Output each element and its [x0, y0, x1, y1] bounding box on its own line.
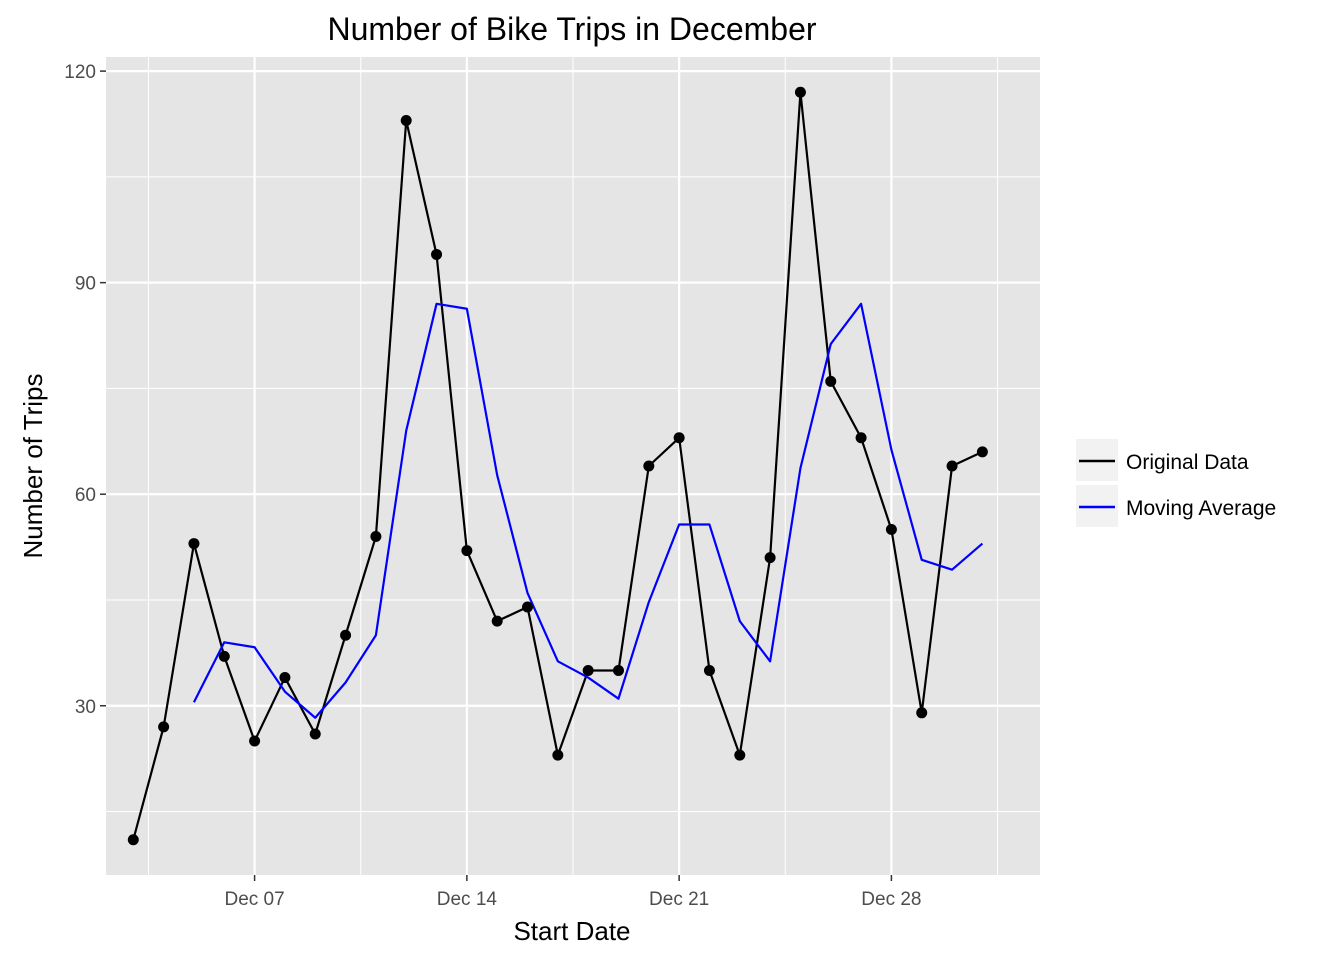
chart-title: Number of Bike Trips in December	[327, 11, 816, 47]
data-point-original-data	[582, 665, 594, 676]
data-point-original-data	[218, 650, 230, 662]
data-point-original-data	[643, 460, 655, 472]
data-point-original-data	[158, 721, 170, 733]
series-points	[127, 86, 988, 846]
x-tick-label: Dec 21	[649, 889, 709, 910]
data-point-original-data	[127, 834, 139, 846]
x-tick-label: Dec 28	[861, 889, 921, 910]
y-tick-label: 30	[75, 697, 96, 718]
x-tick-label: Dec 07	[224, 889, 284, 910]
data-point-original-data	[825, 375, 837, 387]
data-point-original-data	[522, 601, 534, 613]
data-point-original-data	[916, 707, 928, 719]
data-point-original-data	[552, 749, 564, 761]
data-point-original-data	[794, 86, 806, 98]
x-axis-title: Start Date	[513, 916, 630, 946]
series-line-moving-average	[192, 302, 984, 719]
data-point-original-data	[612, 665, 624, 676]
y-tick-label: 90	[75, 274, 96, 295]
data-point-original-data	[309, 728, 321, 740]
data-point-original-data	[370, 531, 382, 543]
data-point-original-data	[734, 749, 746, 761]
x-axis: Dec 07 Dec 14 Dec 21 Dec 28	[224, 875, 922, 910]
data-point-original-data	[703, 665, 715, 676]
data-point-original-data	[855, 432, 867, 444]
data-point-original-data	[431, 248, 443, 260]
y-axis: 30 60 90 120	[64, 62, 106, 718]
data-point-original-data	[249, 735, 261, 747]
data-point-original-data	[946, 460, 958, 472]
data-point-original-data	[764, 552, 776, 564]
data-point-original-data	[279, 672, 291, 684]
data-point-original-data	[885, 523, 897, 535]
data-point-original-data	[400, 114, 412, 126]
y-axis-title: Number of Trips	[18, 374, 48, 559]
legend: Original Data Moving Average	[1076, 439, 1276, 527]
x-tick-label: Dec 14	[437, 889, 498, 910]
data-point-original-data	[340, 629, 352, 641]
data-point-original-data	[976, 446, 988, 458]
legend-label-original-data: Original Data	[1126, 451, 1249, 474]
legend-label-moving-average: Moving Average	[1126, 497, 1276, 520]
data-point-original-data	[188, 538, 200, 550]
data-point-original-data	[461, 545, 473, 557]
data-point-original-data	[491, 615, 503, 627]
y-tick-label: 120	[64, 62, 96, 83]
major-gridlines	[106, 57, 1040, 875]
data-point-original-data	[673, 432, 685, 444]
minor-gridlines	[106, 57, 1040, 875]
y-tick-label: 60	[75, 485, 96, 506]
